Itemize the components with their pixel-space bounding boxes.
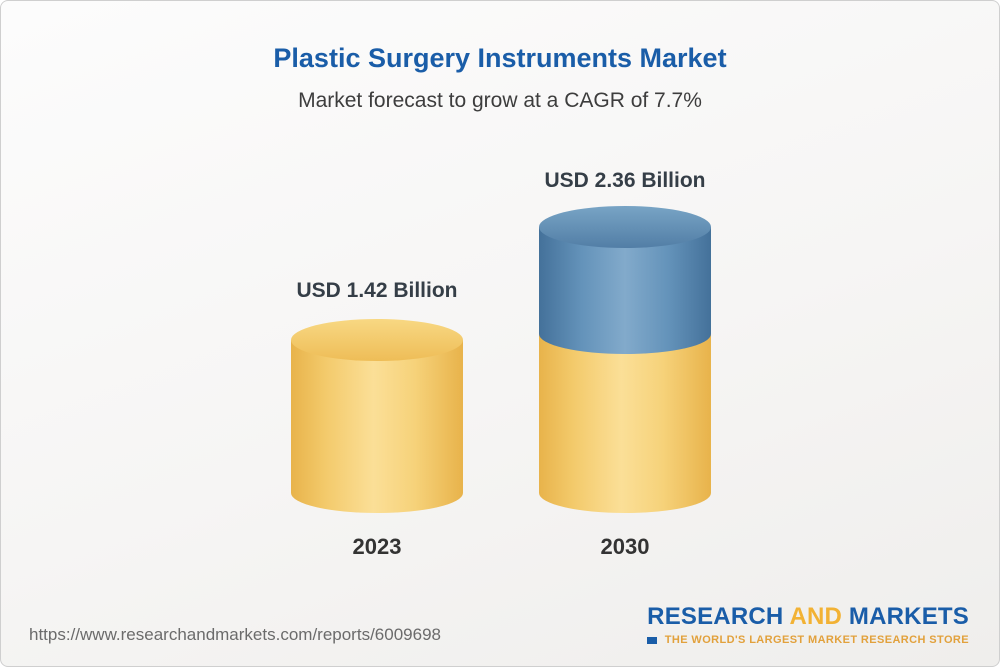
source-url-text: https://www.researchandmarkets.com/repor…	[29, 625, 441, 644]
bar-2023-top-ellipse	[291, 319, 463, 361]
axis-label-2030: 2030	[600, 534, 650, 559]
logo-wordmark: RESEARCH AND MARKETS	[647, 603, 969, 631]
bar-2030-cylinder	[539, 206, 711, 513]
axis-label-2023: 2023	[352, 534, 402, 559]
logo-word-and: AND	[789, 603, 843, 630]
logo-word-markets: MARKETS	[848, 603, 969, 630]
bar-2023-cylinder	[291, 319, 463, 533]
research-and-markets-logo: RESEARCH AND MARKETS THE WORLD'S LARGEST…	[647, 603, 969, 646]
value-label-2023: USD 1.42 Billion	[296, 279, 458, 302]
bar-2023-body	[291, 340, 463, 513]
logo-tagline: THE WORLD'S LARGEST MARKET RESEARCH STOR…	[664, 634, 969, 646]
page-subtitle: Market forecast to grow at a CAGR of 7.7…	[298, 89, 702, 112]
bar-2030-top-ellipse	[539, 206, 711, 248]
logo-word-research: RESEARCH	[647, 603, 784, 630]
bar-2030-growth-segment	[539, 227, 711, 354]
page-title: Plastic Surgery Instruments Market	[273, 43, 727, 73]
logo-tagline-row: THE WORLD'S LARGEST MARKET RESEARCH STOR…	[647, 634, 969, 646]
logo-bar-decoration	[647, 636, 657, 644]
value-label-2030: USD 2.36 Billion	[544, 169, 706, 192]
bar-2030-base-segment	[539, 334, 711, 513]
